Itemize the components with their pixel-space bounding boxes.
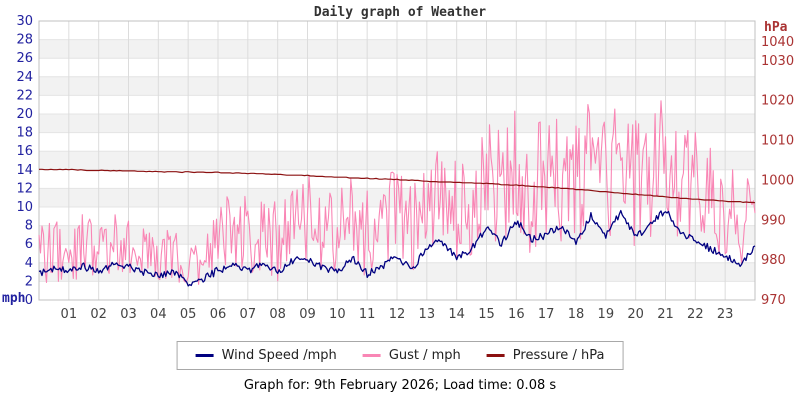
x-axis-tick-label: 16 xyxy=(508,307,525,322)
x-axis-tick-label: 15 xyxy=(478,307,495,322)
left-axis-tick-label: 24 xyxy=(16,70,33,85)
left-axis-tick-label: 20 xyxy=(16,107,33,122)
legend-item-wind-speed: Wind Speed /mph xyxy=(195,348,337,363)
left-axis-tick-label: 28 xyxy=(16,33,33,48)
graph-title: Daily graph of Weather xyxy=(313,5,487,20)
x-axis-tick-label: 23 xyxy=(717,307,734,322)
right-axis-tick-label: 970 xyxy=(761,293,786,308)
right-axis-tick-label: 990 xyxy=(761,213,786,228)
wind-speed-series xyxy=(38,209,756,287)
x-axis-tick-label: 18 xyxy=(568,307,585,322)
left-axis-tick-label: 8 xyxy=(25,219,33,234)
left-axis-tick-label: 4 xyxy=(25,256,33,271)
left-axis-tick-label: 18 xyxy=(16,126,33,141)
right-axis-unit-label: hPa xyxy=(764,20,788,35)
legend-label: Pressure / hPa xyxy=(512,348,605,363)
legend-swatch-pressure xyxy=(486,354,505,357)
chart-legend: Wind Speed /mph Gust / mph Pressure / hPa xyxy=(176,341,624,370)
x-axis-tick-label: 02 xyxy=(90,307,107,322)
x-axis-tick-label: 11 xyxy=(359,307,376,322)
left-axis-tick-label: 30 xyxy=(16,14,33,29)
x-axis-tick-label: 21 xyxy=(657,307,674,322)
legend-label: Wind Speed /mph xyxy=(221,348,337,363)
right-axis-tick-label: 1010 xyxy=(761,134,794,149)
left-axis-tick-label: 6 xyxy=(25,237,33,252)
x-axis-tick-label: 06 xyxy=(210,307,227,322)
legend-swatch-gust xyxy=(362,354,381,357)
daily-weather-chart: 0246810121416182022242628309709809901000… xyxy=(2,14,794,322)
legend-item-gust: Gust / mph xyxy=(362,348,461,363)
graph-footer: Graph for: 9th February 2026; Load time:… xyxy=(243,378,557,393)
x-axis-tick-label: 05 xyxy=(180,307,197,322)
legend-swatch-wind-speed xyxy=(195,354,214,357)
right-axis-tick-label: 980 xyxy=(761,253,786,268)
x-axis-tick-label: 13 xyxy=(419,307,436,322)
right-axis-tick-label: 1000 xyxy=(761,173,794,188)
x-axis-tick-label: 09 xyxy=(299,307,316,322)
plot-border xyxy=(38,20,756,301)
legend-label: Gust / mph xyxy=(388,348,461,363)
left-axis-tick-label: 16 xyxy=(16,144,33,159)
x-axis-tick-label: 03 xyxy=(120,307,137,322)
legend-item-pressure: Pressure / hPa xyxy=(486,348,605,363)
left-axis-tick-label: 26 xyxy=(16,51,33,66)
x-axis-tick-label: 10 xyxy=(329,307,346,322)
left-axis-unit-label: mph xyxy=(2,291,25,306)
left-axis-tick-label: 12 xyxy=(16,181,33,196)
x-axis-tick-label: 07 xyxy=(240,307,257,322)
x-axis-tick-label: 22 xyxy=(687,307,704,322)
left-axis-tick-label: 10 xyxy=(16,200,33,215)
left-axis-tick-label: 14 xyxy=(16,163,33,178)
x-axis-tick-label: 17 xyxy=(538,307,555,322)
right-axis-tick-label: 1020 xyxy=(761,94,794,109)
x-axis-tick-label: 12 xyxy=(389,307,406,322)
right-axis-tick-label: 1040 xyxy=(761,35,794,50)
left-axis-tick-label: 0 xyxy=(25,293,33,308)
gust-series xyxy=(38,100,756,285)
x-axis-tick-label: 01 xyxy=(61,307,78,322)
x-axis-tick-label: 20 xyxy=(627,307,644,322)
x-axis-tick-label: 19 xyxy=(598,307,615,322)
right-axis-tick-label: 1030 xyxy=(761,54,794,69)
x-axis-tick-label: 08 xyxy=(269,307,286,322)
left-axis-tick-label: 22 xyxy=(16,88,33,103)
left-axis-tick-label: 2 xyxy=(25,274,33,289)
x-axis-tick-label: 14 xyxy=(448,307,465,322)
pressure-series xyxy=(39,168,756,204)
x-axis-tick-label: 04 xyxy=(150,307,167,322)
